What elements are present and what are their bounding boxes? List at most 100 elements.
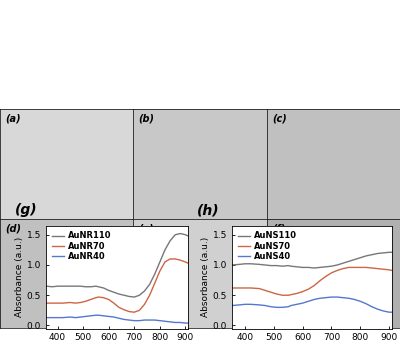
AuNR110 [112, 290, 116, 294]
AuNR70 [50, 301, 55, 305]
AuNS110 [358, 256, 363, 260]
AuNS110 [312, 266, 316, 270]
AuNS40 [329, 295, 334, 299]
AuNS110 [387, 250, 392, 254]
AuNR70 [44, 301, 48, 305]
AuNR110 [73, 284, 78, 288]
AuNR40 [55, 315, 60, 320]
AuNS110 [375, 251, 380, 256]
Legend: AuNR110, AuNR70, AuNR40: AuNR110, AuNR70, AuNR40 [50, 230, 113, 263]
AuNR40 [186, 321, 190, 325]
AuNS40 [289, 303, 294, 308]
AuNR110 [158, 260, 162, 264]
AuNR40 [152, 318, 157, 322]
AuNS40 [381, 309, 386, 313]
AuNS40 [312, 298, 316, 302]
AuNR40 [78, 315, 83, 319]
AuNS40 [364, 302, 368, 306]
AuNR40 [158, 319, 162, 323]
AuNR70 [168, 257, 172, 261]
Y-axis label: Absorbance (a.u.): Absorbance (a.u.) [15, 237, 24, 317]
AuNR70 [73, 301, 78, 305]
AuNR40 [116, 316, 121, 320]
AuNR70 [55, 301, 60, 305]
AuNR110 [88, 285, 93, 289]
AuNR70 [112, 301, 116, 305]
AuNR40 [60, 315, 65, 320]
AuNS70 [318, 279, 322, 283]
AuNS40 [346, 296, 351, 300]
AuNR70 [173, 257, 178, 261]
AuNS110 [274, 264, 279, 268]
AuNS70 [364, 265, 368, 269]
AuNS70 [358, 265, 363, 269]
AuNR40 [96, 313, 101, 317]
AuNS40 [358, 299, 363, 303]
AuNS110 [323, 265, 328, 269]
AuNS110 [335, 263, 340, 267]
AuNS40 [390, 310, 394, 314]
AuNR40 [83, 314, 88, 319]
AuNR40 [73, 315, 78, 320]
AuNS110 [242, 262, 247, 266]
AuNS110 [390, 250, 394, 254]
AuNR40 [142, 318, 147, 322]
AuNR70 [158, 269, 162, 273]
AuNS40 [335, 295, 340, 299]
AuNR70 [147, 293, 152, 297]
AuNS110 [352, 257, 357, 261]
Text: (d): (d) [5, 223, 21, 233]
AuNR40 [112, 315, 116, 319]
AuNR70 [132, 310, 137, 314]
AuNS70 [257, 287, 262, 291]
AuNS70 [286, 293, 291, 297]
AuNS40 [375, 307, 380, 311]
AuNR70 [60, 301, 65, 305]
AuNR40 [173, 320, 178, 324]
AuNS70 [294, 291, 299, 295]
AuNS110 [370, 252, 374, 257]
Text: (a): (a) [5, 114, 21, 124]
AuNR40 [101, 314, 106, 318]
AuNR70 [162, 260, 167, 264]
AuNR40 [178, 320, 183, 324]
AuNR110 [60, 284, 65, 288]
AuNS70 [352, 265, 357, 269]
AuNS70 [268, 290, 273, 294]
AuNS110 [340, 261, 345, 265]
AuNS70 [381, 267, 386, 271]
AuNR110 [122, 293, 126, 297]
AuNR70 [142, 302, 147, 307]
AuNS40 [286, 305, 291, 309]
AuNR70 [94, 295, 98, 300]
AuNR70 [101, 295, 106, 300]
AuNR40 [122, 318, 126, 322]
AuNR110 [68, 284, 73, 288]
AuNS40 [274, 305, 279, 309]
AuNR40 [162, 319, 167, 323]
AuNS40 [280, 305, 285, 309]
AuNR110 [101, 286, 106, 290]
AuNS40 [352, 298, 357, 302]
AuNR110 [183, 233, 188, 237]
AuNS40 [248, 302, 253, 307]
AuNR110 [83, 285, 88, 289]
Line: AuNR110: AuNR110 [46, 234, 188, 297]
AuNS110 [286, 264, 291, 268]
AuNS70 [237, 286, 242, 290]
Text: (c): (c) [272, 114, 287, 124]
Text: (h): (h) [197, 203, 220, 217]
AuNS40 [387, 310, 392, 314]
AuNS110 [280, 264, 285, 268]
AuNS70 [242, 286, 247, 290]
AuNR40 [147, 318, 152, 322]
AuNR70 [137, 308, 142, 312]
AuNR110 [50, 285, 55, 289]
AuNR110 [94, 284, 98, 288]
Text: (f): (f) [272, 223, 285, 233]
AuNS110 [306, 265, 311, 269]
AuNR40 [132, 319, 137, 323]
AuNR40 [88, 314, 93, 318]
AuNR40 [50, 315, 55, 320]
AuNS110 [294, 265, 299, 269]
